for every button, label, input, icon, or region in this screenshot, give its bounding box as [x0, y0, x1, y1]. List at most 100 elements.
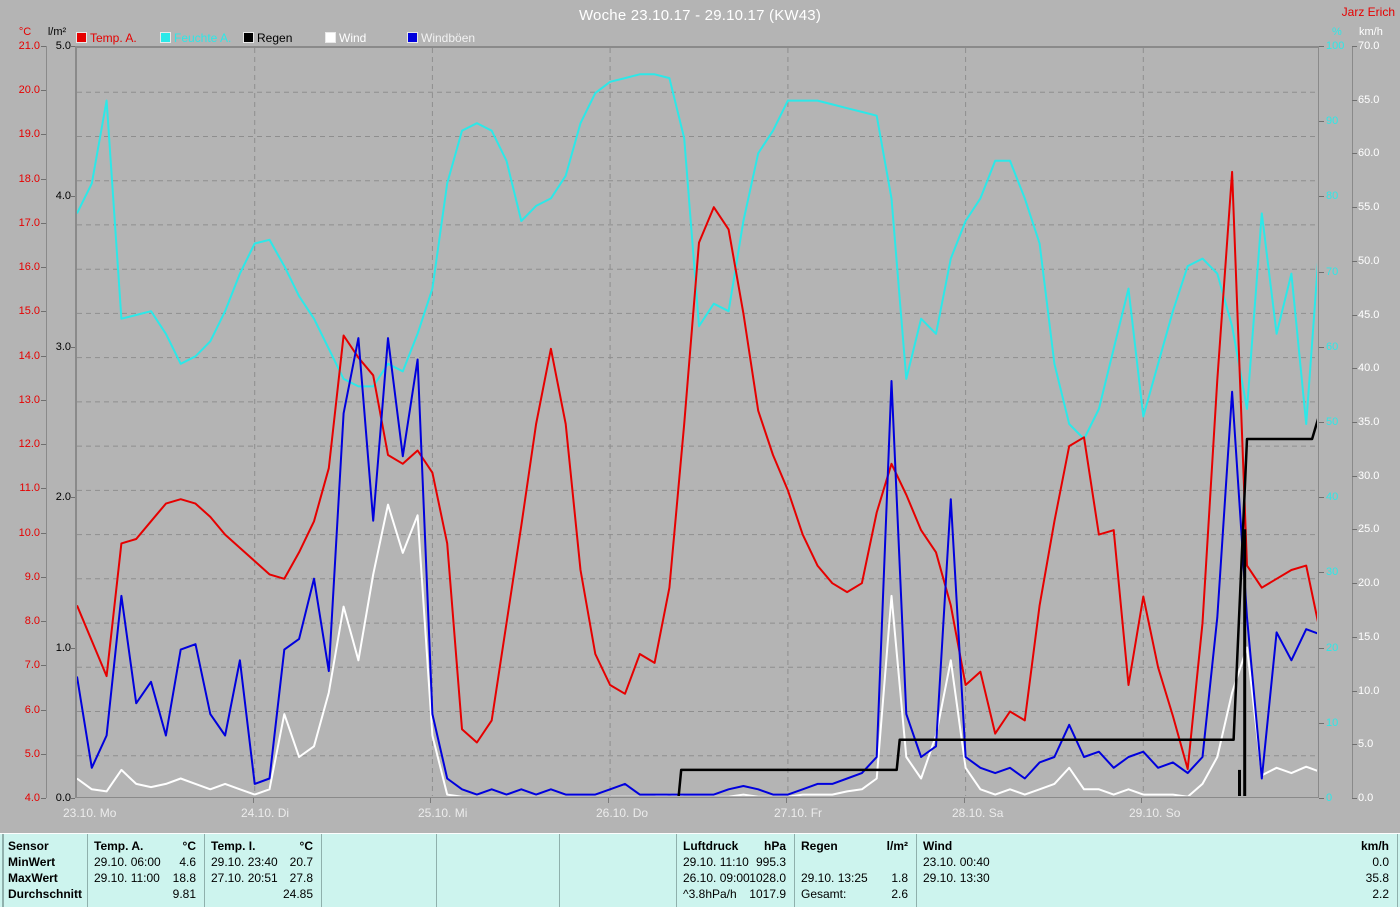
x-axis-day-tick [1141, 798, 1142, 803]
temp-tick-label: 20.0 [18, 84, 40, 96]
legend-swatch-1 [160, 32, 171, 43]
wind-tick-label: 25.0 [1358, 523, 1380, 535]
table-cell-left: ^3.8hPa/h [683, 887, 737, 901]
table-cell-right: 27.8 [289, 871, 313, 885]
temp-tick-label: 5.0 [24, 748, 40, 760]
legend-swatch-0 [76, 32, 87, 43]
table-cell-row: 29.10. 11:00 18.8 [88, 871, 204, 885]
wind-tickmark [1352, 637, 1357, 638]
temp-tickmark [41, 577, 46, 578]
wind-tickmark [1352, 583, 1357, 584]
temp-tick-label: 18.0 [18, 173, 40, 185]
table-cell-right: 4.6 [179, 855, 196, 869]
wind-tick-label: 5.0 [1358, 738, 1374, 750]
table-cell-left: Wind [923, 839, 953, 853]
temp-tick-label: 21.0 [18, 40, 40, 52]
table-cell-left: 29.10. 13:30 [923, 871, 990, 885]
temp-axis-line [46, 46, 47, 798]
table-cell-right: km/h [1360, 839, 1389, 853]
rain-tick-label: 5.0 [55, 40, 71, 52]
table-cell-right: °C [299, 839, 313, 853]
legend-item-1: Feuchte A. [160, 31, 270, 45]
table-cell-row: 24.85 [205, 887, 321, 901]
wind-tickmark [1352, 315, 1357, 316]
rain-tickmark [70, 196, 75, 197]
temp-tickmark [41, 754, 46, 755]
legend-item-3: Wind [325, 31, 435, 45]
legend-swatch-3 [325, 32, 336, 43]
humidity-tickmark [1319, 572, 1324, 573]
humidity-tick-label: 40 [1326, 491, 1339, 503]
table-cell-row: Gesamt: 2.6 [795, 887, 916, 901]
table-cell-row: 27.10. 20:51 27.8 [205, 871, 321, 885]
rain-tick-label: 0.0 [55, 792, 71, 804]
wind-tick-label: 50.0 [1358, 255, 1380, 267]
wind-tick-label: 30.0 [1358, 470, 1380, 482]
table-column-Wind: Wind km/h 23.10. 00:40 0.0 29.10. 13:30 35.8 2… [917, 834, 1398, 907]
table-cell-left: Luftdruck [683, 839, 739, 853]
table-cell-left: 29.10. 13:25 [801, 871, 868, 885]
wind-tickmark [1352, 207, 1357, 208]
humidity-tickmark [1319, 46, 1324, 47]
wind-tick-label: 20.0 [1358, 577, 1380, 589]
rain-tickmark [70, 46, 75, 47]
humidity-tickmark [1319, 422, 1324, 423]
legend-item-2: Regen [243, 31, 353, 45]
wind-tickmark [1352, 46, 1357, 47]
humidity-tick-label: 20 [1326, 642, 1339, 654]
temp-tickmark [41, 710, 46, 711]
humidity-tickmark [1319, 648, 1324, 649]
table-cell-row: Wind km/h [917, 839, 1397, 853]
table-cell-left: 29.10. 06:00 [94, 855, 161, 869]
table-cell-row: Luftdruck hPa [677, 839, 794, 853]
table-cell-row: Temp. A. °C [88, 839, 204, 853]
series-Windböen [77, 337, 1317, 796]
wind-tickmark [1352, 422, 1357, 423]
rain-axis-unit: l/m² [47, 26, 67, 38]
wind-tickmark [1352, 261, 1357, 262]
table-column-empty [560, 834, 677, 907]
table-cell-left: 29.10. 11:00 [94, 871, 160, 885]
x-axis-day-tick [253, 798, 254, 803]
humidity-tickmark [1319, 347, 1324, 348]
table-column-Regen: Regen l/m² 29.10. 13:25 1.8 Gesamt: 2.6 [795, 834, 917, 907]
table-column-Temp. I.: Temp. I. °C 29.10. 23:40 20.7 27.10. 20:51 27… [205, 834, 322, 907]
table-cell-right: 1028.0 [749, 871, 786, 885]
x-axis-day-label: 26.10. Do [596, 806, 649, 820]
wind-tick-label: 10.0 [1358, 685, 1380, 697]
table-cell-row: 9.81 [88, 887, 204, 901]
temp-tickmark [41, 444, 46, 445]
legend-swatch-2 [243, 32, 254, 43]
x-axis-day-label: 27.10. Fr [774, 806, 823, 820]
temp-tick-label: 14.0 [18, 350, 40, 362]
wind-tickmark [1352, 100, 1357, 101]
table-column-empty [322, 834, 437, 907]
rain-tick-label: 1.0 [55, 642, 71, 654]
table-row-label: Sensor [4, 839, 87, 853]
x-axis-day-tick [430, 798, 431, 803]
wind-tick-label: 45.0 [1358, 309, 1380, 321]
table-cell-left: Temp. I. [211, 839, 256, 853]
temp-tick-label: 17.0 [18, 217, 40, 229]
temp-tick-label: 15.0 [18, 305, 40, 317]
table-cell-right: 995.3 [755, 855, 786, 869]
table-cell-right: 18.8 [172, 871, 196, 885]
temp-axis-unit: °C [18, 26, 32, 38]
temp-tickmark [41, 400, 46, 401]
rain-tickmark [70, 497, 75, 498]
table-cell-right: 35.8 [1365, 871, 1389, 885]
wind-tick-label: 35.0 [1358, 416, 1380, 428]
rain-tickmark [70, 648, 75, 649]
temp-tick-label: 16.0 [18, 261, 40, 273]
legend-item-4: Windböen [407, 31, 517, 45]
temp-tick-label: 19.0 [18, 128, 40, 140]
temp-tick-label: 6.0 [24, 704, 40, 716]
wind-tick-label: 55.0 [1358, 201, 1380, 213]
table-cell-row: Regen l/m² [795, 839, 916, 853]
legend-label-3: Wind [339, 31, 367, 45]
rain-tick-label: 2.0 [55, 491, 71, 503]
table-cell-row: 29.10. 23:40 20.7 [205, 855, 321, 869]
table-label-column: Sensor MinWert MaxWert Durchschnitt [2, 834, 88, 907]
wind-tick-label: 60.0 [1358, 147, 1380, 159]
table-cell-right: 24.85 [282, 887, 313, 901]
